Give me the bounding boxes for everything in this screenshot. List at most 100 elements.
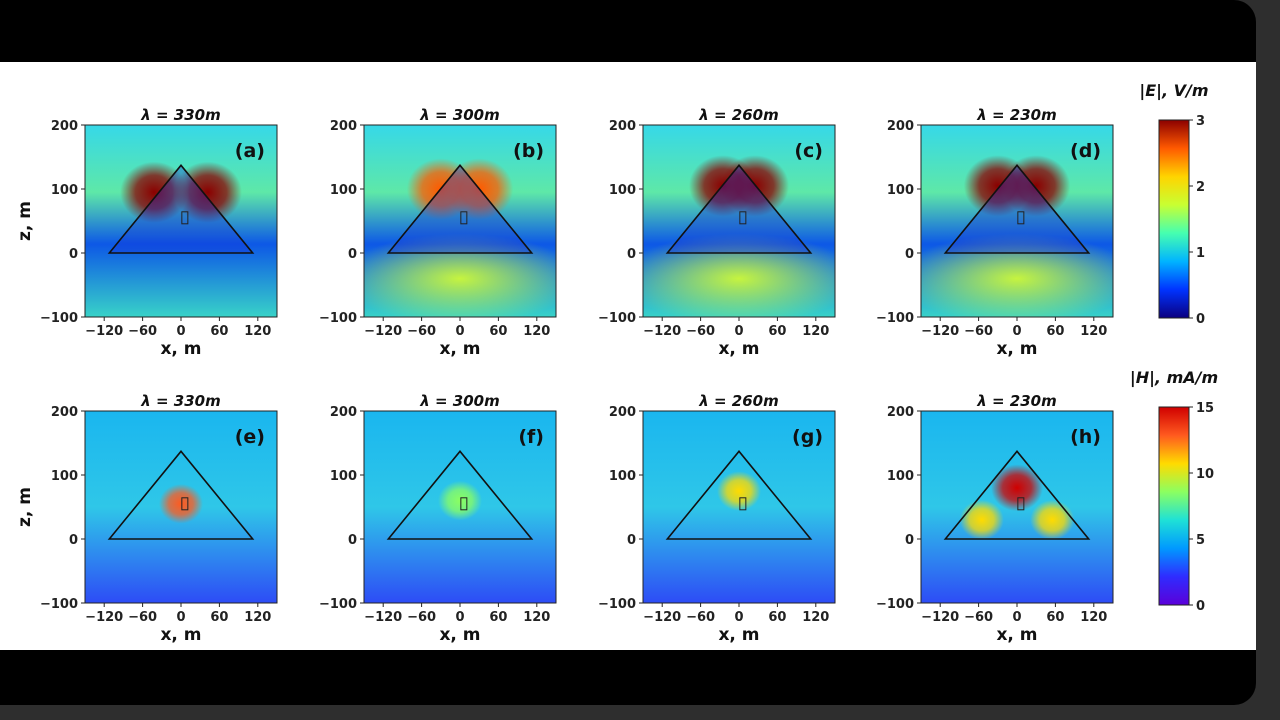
x-tick-label: 120 [1080, 324, 1107, 339]
heatmap-panel-h: (h) λ = 230m 200 100 0 −100 −120 −60 0 60 120 x, m [876, 392, 1114, 645]
x-axis-label: x, m [160, 339, 201, 359]
y-tick-label: −100 [598, 597, 636, 612]
x-tick-label: −60 [964, 324, 993, 339]
y-tick-label: 0 [905, 247, 914, 262]
colorbar-tick-label: 2 [1196, 180, 1205, 195]
y-tick-label: 0 [69, 533, 78, 548]
panel-title: λ = 260m [698, 392, 778, 410]
y-tick-label: 100 [887, 183, 914, 198]
colorbar-label: |H|, mA/m [1130, 368, 1218, 388]
y-tick-label: 100 [609, 183, 636, 198]
y-tick-label: −100 [319, 311, 357, 326]
x-axis-label: x, m [996, 625, 1037, 645]
x-tick-label: 60 [210, 324, 228, 339]
x-tick-label: 0 [734, 324, 743, 339]
x-tick-label: 120 [244, 324, 271, 339]
x-tick-label: 60 [768, 610, 786, 625]
panel-title: λ = 230m [976, 106, 1056, 124]
panel-label: (c) [794, 140, 823, 162]
x-axis-label: x, m [439, 625, 480, 645]
heatmap-panel-g: (g) λ = 260m 200 100 0 −100 −120 −60 0 60 120 x, m [598, 392, 836, 645]
x-axis-label: x, m [439, 339, 480, 359]
x-tick-label: −120 [364, 324, 402, 339]
colorbar-tick-label: 10 [1196, 467, 1214, 482]
colorbar-gradient [1158, 119, 1190, 319]
panel-title: λ = 300m [419, 106, 499, 124]
field-hotspot [1002, 155, 1071, 217]
x-tick-label: 60 [1046, 610, 1064, 625]
y-tick-label: 100 [51, 469, 78, 484]
y-tick-label: 200 [609, 405, 636, 420]
structure-outline [386, 164, 534, 254]
panel-label: (g) [792, 426, 823, 448]
y-tick-label: 100 [51, 183, 78, 198]
x-tick-label: −120 [643, 610, 681, 625]
x-tick-label: −120 [364, 610, 402, 625]
source-marker [460, 497, 468, 511]
y-tick-label: −100 [876, 597, 914, 612]
heatmap-panel-d: (d) λ = 230m 200 100 0 −100 −120 −60 0 60 120 x, m [876, 106, 1114, 359]
panel-title: λ = 230m [976, 392, 1056, 410]
y-tick-label: −100 [598, 311, 636, 326]
structure-outline [665, 164, 813, 254]
structure-fill [945, 165, 1089, 253]
heatmap-panel-c: (c) λ = 260m 200 100 0 −100 −120 −60 0 60 120 x, m [598, 106, 836, 359]
structure-outline [665, 450, 813, 540]
y-tick-label: 200 [330, 119, 357, 134]
heatmap-panel-e: (e) λ = 330m 200 100 0 −100 −120 −60 0 60 120 x, m z… [15, 392, 278, 645]
y-tick-label: 200 [51, 119, 78, 134]
x-tick-label: −120 [921, 324, 959, 339]
x-axis-label: x, m [996, 339, 1037, 359]
x-tick-label: 0 [734, 610, 743, 625]
y-tick-label: 0 [348, 247, 357, 262]
y-tick-label: −100 [319, 597, 357, 612]
x-tick-label: −60 [407, 324, 436, 339]
x-tick-label: 60 [489, 610, 507, 625]
structure-outline [943, 164, 1091, 254]
y-tick-label: 0 [69, 247, 78, 262]
field-lobe [921, 233, 1113, 317]
heatmap-background [85, 125, 277, 317]
x-tick-label: −120 [85, 610, 123, 625]
y-tick-label: 0 [348, 533, 357, 548]
y-tick-label: 0 [627, 247, 636, 262]
x-tick-label: 60 [768, 324, 786, 339]
y-tick-label: −100 [876, 311, 914, 326]
source-marker [739, 497, 747, 511]
x-tick-label: 120 [1080, 610, 1107, 625]
x-tick-label: −60 [128, 324, 157, 339]
y-tick-label: 0 [627, 533, 636, 548]
x-tick-label: 120 [523, 610, 550, 625]
colorbar-label: |E|, V/m [1139, 81, 1208, 101]
panel-label: (d) [1070, 140, 1101, 162]
field-hotspot [959, 500, 1004, 540]
x-tick-label: −60 [128, 610, 157, 625]
y-axis-label: z, m [15, 487, 35, 527]
panel-title: λ = 260m [698, 106, 778, 124]
structure-outline [386, 450, 534, 540]
structure-outline [943, 450, 1091, 540]
panel-label: (e) [235, 426, 265, 448]
y-tick-label: 100 [609, 469, 636, 484]
x-tick-label: 0 [176, 610, 185, 625]
field-hotspot [991, 464, 1043, 512]
source-marker [460, 211, 468, 225]
x-tick-label: 0 [1012, 610, 1021, 625]
source-marker [1017, 497, 1025, 511]
field-lobe [364, 233, 556, 317]
y-tick-label: 200 [609, 119, 636, 134]
x-tick-label: −120 [643, 324, 681, 339]
heatmap-panel-a: (a) λ = 330m 200 100 0 −100 −120 −60 0 60 120 x, m z… [15, 106, 278, 359]
x-tick-label: −60 [407, 610, 436, 625]
colorbar-tick-label: 0 [1196, 599, 1205, 614]
panel-label: (a) [235, 140, 265, 162]
x-axis-label: x, m [718, 339, 759, 359]
x-tick-label: 60 [489, 324, 507, 339]
panel-label: (h) [1070, 426, 1101, 448]
colorbar-h: |H|, mA/m 15 10 5 0 [1130, 368, 1218, 614]
x-tick-label: 0 [1012, 324, 1021, 339]
structure-fill [388, 165, 532, 253]
x-tick-label: −60 [686, 610, 715, 625]
x-tick-label: 120 [802, 324, 829, 339]
